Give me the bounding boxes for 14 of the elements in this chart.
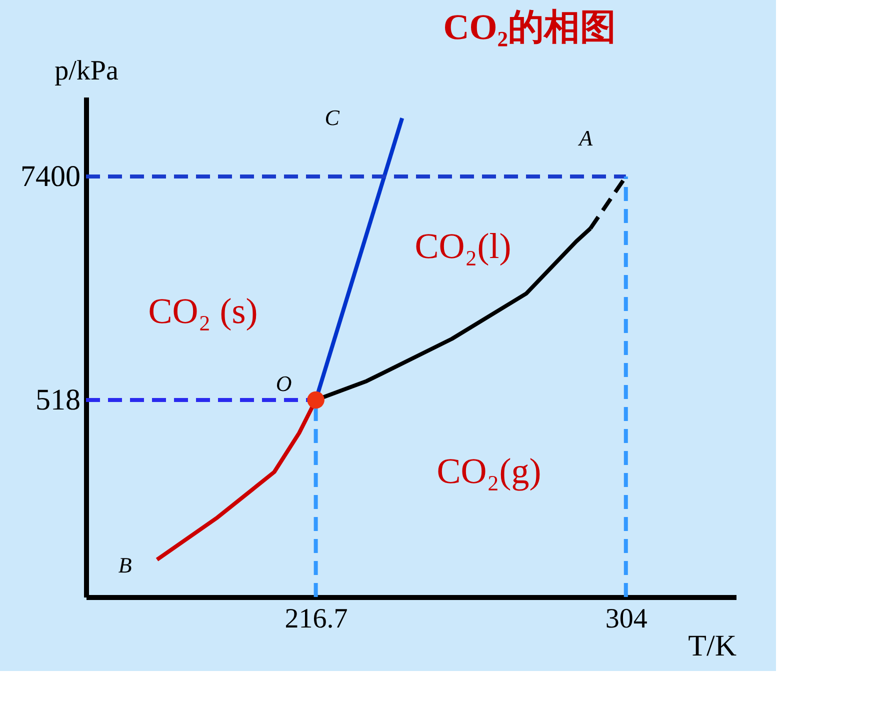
x-tick-label: 216.7 — [284, 604, 348, 634]
y-tick-label: 518 — [36, 383, 80, 416]
x-axis-title: T/K — [688, 630, 737, 662]
annotation: CO₂(g) — [436, 451, 542, 491]
annotation: B — [118, 552, 132, 578]
annotation: O — [276, 370, 292, 396]
annotation: A — [577, 126, 594, 151]
y-tick-label: 7400 — [20, 160, 80, 194]
annotation: C — [324, 105, 340, 130]
chart-title: CO₂的相图 — [443, 7, 616, 47]
y-axis-title: p/kPa — [54, 56, 119, 86]
annotation: CO₂ (s) — [148, 291, 258, 331]
x-tick-label: 304 — [605, 604, 648, 634]
annotation: CO₂(l) — [414, 226, 512, 266]
